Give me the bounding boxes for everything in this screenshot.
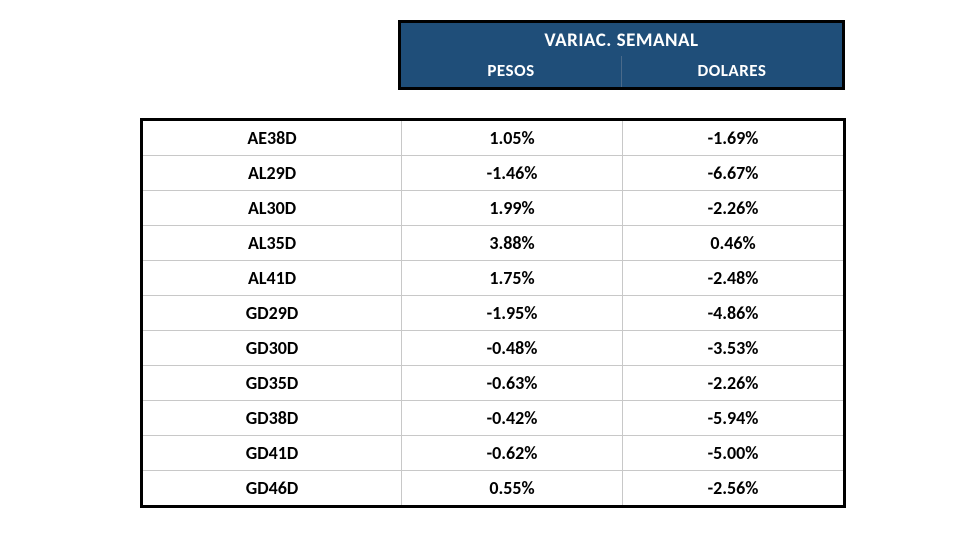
pesos-cell: -0.62% bbox=[402, 436, 623, 471]
dolares-cell: -3.53% bbox=[623, 331, 845, 366]
table-row: GD41D-0.62%-5.00% bbox=[142, 436, 845, 471]
header-col-dolares: DOLARES bbox=[622, 56, 844, 89]
ticker-cell: GD41D bbox=[142, 436, 402, 471]
ticker-cell: GD30D bbox=[142, 331, 402, 366]
table-row: GD29D-1.95%-4.86% bbox=[142, 296, 845, 331]
table-row: AL41D1.75%-2.48% bbox=[142, 261, 845, 296]
table-row: GD30D-0.48%-3.53% bbox=[142, 331, 845, 366]
ticker-cell: GD38D bbox=[142, 401, 402, 436]
ticker-cell: AE38D bbox=[142, 120, 402, 156]
table-row: AE38D1.05%-1.69% bbox=[142, 120, 845, 156]
dolares-cell: -2.48% bbox=[623, 261, 845, 296]
header-table: VARIAC. SEMANAL PESOS DOLARES bbox=[398, 20, 845, 90]
table-row: AL35D3.88%0.46% bbox=[142, 226, 845, 261]
table-row: GD35D-0.63%-2.26% bbox=[142, 366, 845, 401]
pesos-cell: -0.48% bbox=[402, 331, 623, 366]
dolares-cell: -4.86% bbox=[623, 296, 845, 331]
ticker-cell: GD29D bbox=[142, 296, 402, 331]
table-row: GD46D0.55%-2.56% bbox=[142, 471, 845, 507]
pesos-cell: 3.88% bbox=[402, 226, 623, 261]
pesos-cell: -1.95% bbox=[402, 296, 623, 331]
dolares-cell: -5.94% bbox=[623, 401, 845, 436]
dolares-cell: -2.56% bbox=[623, 471, 845, 507]
ticker-cell: AL29D bbox=[142, 156, 402, 191]
pesos-cell: -1.46% bbox=[402, 156, 623, 191]
pesos-cell: -0.42% bbox=[402, 401, 623, 436]
pesos-cell: 1.99% bbox=[402, 191, 623, 226]
dolares-cell: -2.26% bbox=[623, 191, 845, 226]
header-title: VARIAC. SEMANAL bbox=[400, 22, 844, 57]
ticker-cell: AL41D bbox=[142, 261, 402, 296]
dolares-cell: -2.26% bbox=[623, 366, 845, 401]
table-row: AL29D-1.46%-6.67% bbox=[142, 156, 845, 191]
table-row: AL30D1.99%-2.26% bbox=[142, 191, 845, 226]
ticker-cell: GD46D bbox=[142, 471, 402, 507]
data-table: AE38D1.05%-1.69%AL29D-1.46%-6.67%AL30D1.… bbox=[140, 118, 846, 508]
header-col-pesos: PESOS bbox=[400, 56, 622, 89]
table-container: VARIAC. SEMANAL PESOS DOLARES AE38D1.05%… bbox=[140, 20, 846, 508]
pesos-cell: 0.55% bbox=[402, 471, 623, 507]
ticker-cell: AL35D bbox=[142, 226, 402, 261]
dolares-cell: -5.00% bbox=[623, 436, 845, 471]
dolares-cell: -1.69% bbox=[623, 120, 845, 156]
dolares-cell: -6.67% bbox=[623, 156, 845, 191]
pesos-cell: 1.75% bbox=[402, 261, 623, 296]
dolares-cell: 0.46% bbox=[623, 226, 845, 261]
ticker-cell: AL30D bbox=[142, 191, 402, 226]
table-row: GD38D-0.42%-5.94% bbox=[142, 401, 845, 436]
pesos-cell: -0.63% bbox=[402, 366, 623, 401]
ticker-cell: GD35D bbox=[142, 366, 402, 401]
pesos-cell: 1.05% bbox=[402, 120, 623, 156]
